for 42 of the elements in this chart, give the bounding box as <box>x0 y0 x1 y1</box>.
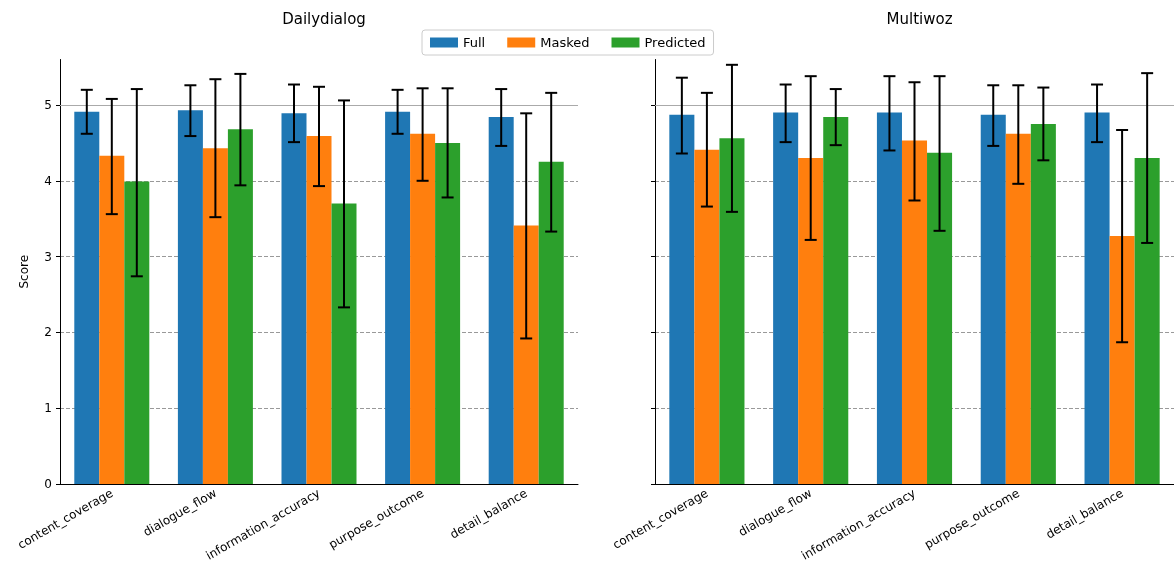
bar <box>202 148 228 484</box>
bar <box>773 112 799 484</box>
bar <box>177 110 203 484</box>
bar <box>538 161 564 484</box>
bar <box>719 138 745 484</box>
chart-title: Dailydialog <box>282 9 366 28</box>
y-tick-label: 1 <box>44 401 52 416</box>
bar <box>281 113 307 484</box>
legend-label: Masked <box>540 35 590 50</box>
y-axis-title: Score <box>17 254 31 289</box>
bar <box>435 142 461 484</box>
bar <box>798 158 824 484</box>
bar <box>385 111 411 484</box>
bar <box>74 111 100 484</box>
bar <box>1030 123 1056 484</box>
bar <box>694 149 720 484</box>
bar <box>99 155 125 484</box>
y-tick-label: 4 <box>44 173 52 188</box>
bar <box>927 152 953 484</box>
bar <box>513 225 539 484</box>
y-tick-label: 5 <box>44 97 52 112</box>
chart-title: Multiwoz <box>886 9 953 28</box>
bar <box>331 203 357 484</box>
bar <box>980 114 1006 484</box>
legend-label: Predicted <box>644 35 706 50</box>
bar <box>1005 133 1031 484</box>
legend-label: Full <box>463 35 486 50</box>
bar <box>410 133 436 484</box>
y-tick-label: 3 <box>44 249 52 264</box>
bar <box>876 112 902 484</box>
bar <box>306 136 332 484</box>
bar <box>669 114 695 484</box>
y-tick-label: 0 <box>44 477 52 491</box>
bar <box>1109 236 1135 484</box>
y-tick-label: 2 <box>44 325 52 340</box>
bar <box>901 140 928 484</box>
bar <box>124 181 150 484</box>
bar <box>823 117 849 484</box>
bar <box>1084 112 1110 484</box>
bar <box>1134 158 1160 484</box>
bar <box>488 117 514 484</box>
bar <box>227 129 253 484</box>
